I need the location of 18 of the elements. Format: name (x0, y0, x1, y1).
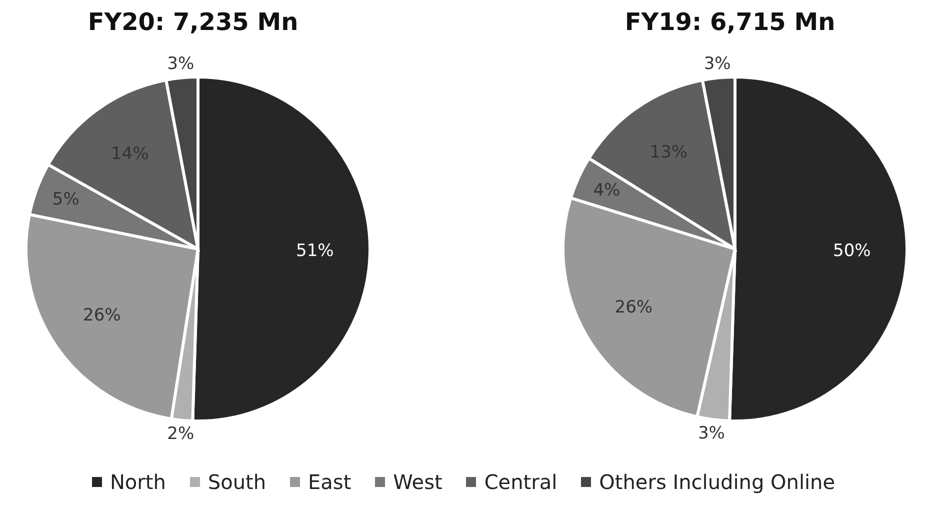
legend-label: West (393, 470, 442, 494)
data-label: 4% (593, 180, 620, 200)
data-label: 26% (83, 306, 121, 326)
chart-title: FY19: 6,715 Mn (624, 8, 836, 38)
legend-label: South (208, 470, 266, 494)
data-label: 2% (167, 424, 194, 444)
data-label: 3% (167, 54, 194, 74)
legend-label: East (308, 470, 352, 494)
chart-title: FY20: 7,235 Mn (86, 8, 300, 38)
legend-label: North (110, 470, 166, 494)
data-label: 3% (698, 424, 725, 444)
data-label: 5% (52, 190, 80, 210)
data-label: 51% (296, 240, 334, 261)
data-label: 26% (614, 297, 653, 318)
data-label: 50% (833, 240, 871, 261)
legend-label: Central (484, 470, 558, 494)
legend-label: Others Including Online (599, 470, 836, 494)
data-label: 3% (704, 54, 731, 74)
